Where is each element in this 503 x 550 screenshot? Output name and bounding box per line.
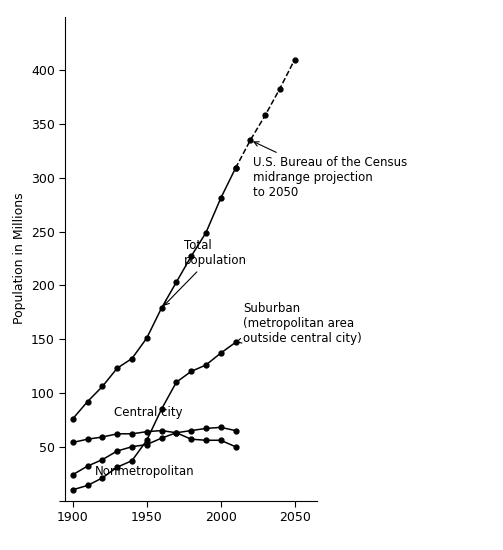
Text: Nonmetropolitan: Nonmetropolitan: [95, 465, 195, 478]
Y-axis label: Population in Millions: Population in Millions: [13, 192, 26, 324]
Text: Total
population: Total population: [164, 239, 247, 305]
Text: Suburban
(metropolitan area
outside central city): Suburban (metropolitan area outside cent…: [237, 301, 362, 344]
Text: Central city: Central city: [114, 406, 183, 419]
Text: U.S. Bureau of the Census
midrange projection
to 2050: U.S. Bureau of the Census midrange proje…: [254, 142, 407, 199]
